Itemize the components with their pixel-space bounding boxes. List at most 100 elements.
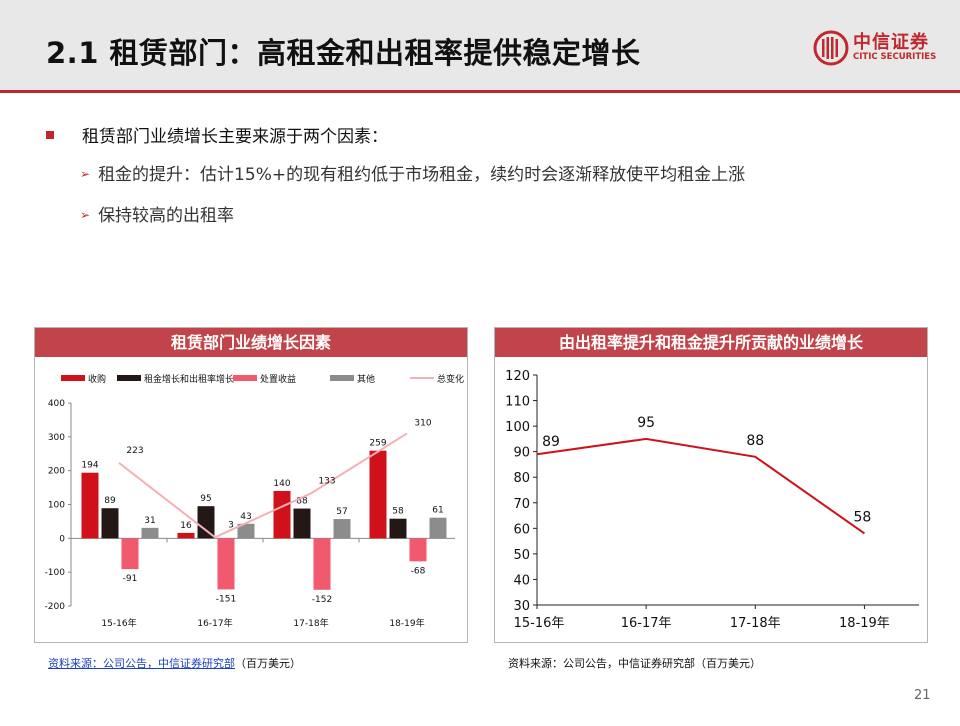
data-label: -68 [411, 566, 426, 576]
legend-swatch [61, 375, 85, 381]
data-label: -151 [216, 594, 236, 604]
bar [141, 527, 159, 539]
data-label: 259 [369, 439, 386, 449]
square-bullet-icon [46, 131, 54, 139]
series-line-total [118, 432, 408, 539]
data-label: 58 [854, 509, 872, 525]
x-tick-label: 15-16年 [514, 616, 565, 631]
left-source-link[interactable]: 资料来源：公司公告，中信证券研究部 [48, 657, 235, 670]
legend-label: 处置收益 [260, 373, 296, 385]
bar [369, 450, 387, 539]
y-tick-label: 70 [513, 497, 530, 512]
bar [121, 538, 139, 570]
y-tick-label: 80 [513, 471, 530, 486]
data-label: 43 [240, 512, 251, 522]
company-logo: 中信证券 CITIC SECURITIES [813, 30, 943, 70]
data-label: 194 [81, 461, 98, 471]
left-source-note: 资料来源：公司公告，中信证券研究部（百万美元） [48, 655, 301, 671]
header-divider [0, 90, 960, 93]
y-tick-label: 100 [505, 420, 530, 435]
right-chart-title: 由出租率提升和租金提升所贡献的业绩增长 [495, 328, 927, 357]
sub-bullet-text: 保持较高的出租率 [98, 206, 235, 226]
line-data-label: 133 [318, 476, 335, 486]
bar-chart: 收购 租金增长和出租率增长 处置收益 其他 总变化 400 300 200 100 0 -100 -2… [45, 373, 464, 629]
page-number: 21 [914, 688, 931, 703]
bar [197, 506, 215, 539]
bar [177, 532, 195, 539]
data-label: 58 [392, 507, 404, 517]
sub-bullet-2: ➢ 保持较高的出租率 [80, 201, 234, 226]
data-label: 31 [144, 516, 155, 526]
arrow-bullet-icon: ➢ [80, 167, 91, 181]
data-label: 89 [104, 496, 116, 506]
x-tick-label: 16-17年 [621, 616, 672, 631]
main-bullet: 租赁部门业绩增长主要来源于两个因素： [46, 122, 388, 147]
data-label: 140 [273, 479, 290, 489]
right-source-note: 资料来源：公司公告，中信证券研究部（百万美元） [508, 657, 761, 670]
bar [429, 517, 447, 539]
legend-label: 收购 [88, 373, 106, 385]
bar [333, 519, 351, 539]
left-chart-panel: 租赁部门业绩增长因素 收购 租金增长和出租率增长 处置收益 其他 总变化 400 300 20… [34, 327, 468, 643]
bar [389, 518, 407, 539]
y-tick-label: 400 [48, 399, 65, 409]
legend-swatch [330, 375, 354, 381]
y-tick-label: 110 [505, 395, 530, 410]
data-label: 61 [432, 506, 443, 516]
main-bullet-text: 租赁部门业绩增长主要来源于两个因素： [82, 127, 388, 147]
bar [81, 472, 99, 539]
x-tick-label: 16-17年 [197, 617, 232, 629]
data-label: 16 [180, 521, 192, 531]
left-source-suffix: （百万美元） [235, 657, 301, 670]
data-label: 88 [746, 433, 764, 449]
y-tick-label: 0 [59, 534, 65, 544]
bar [237, 523, 255, 539]
x-tick-label: 18-19年 [839, 616, 890, 631]
page-title: 2.1 租赁部门：高租金和出租率提供稳定增长 [46, 36, 641, 70]
legend-swatch [117, 375, 141, 381]
x-tick-label: 18-19年 [389, 617, 424, 629]
sub-bullet-1: ➢ 租金的提升：估计15%+的现有租约低于市场租金，续约时会逐渐释放使平均租金上涨 [80, 160, 745, 185]
y-tick-label: 50 [513, 548, 530, 563]
line-data-label: 3 [228, 520, 234, 530]
left-chart-title: 租赁部门业绩增长因素 [35, 328, 467, 357]
x-tick-label: 17-18年 [293, 617, 328, 629]
arrow-bullet-icon: ➢ [80, 208, 91, 222]
right-chart-panel: 由出租率提升和租金提升所贡献的业绩增长 120 110 100 90 80 70 60 50 4… [494, 327, 928, 643]
bar [409, 538, 427, 562]
x-tick-label: 15-16年 [101, 617, 136, 629]
line-data-label: 310 [414, 418, 431, 428]
y-tick-label: 100 [48, 501, 65, 511]
bar [293, 508, 311, 539]
y-tick-label: 120 [505, 369, 530, 384]
bar [217, 538, 235, 590]
legend-swatch [233, 375, 257, 381]
data-label: -152 [312, 595, 332, 605]
y-tick-label: 40 [513, 573, 530, 588]
logo-subtitle: CITIC SECURITIES [853, 52, 937, 62]
data-label: 89 [542, 434, 560, 450]
logo-name: 中信证券 [853, 32, 929, 53]
y-tick-label: -100 [45, 568, 66, 578]
y-tick-label: 90 [513, 446, 530, 461]
series-line [536, 437, 866, 535]
data-label: 88 [296, 497, 308, 507]
y-tick-label: -200 [45, 602, 66, 612]
legend-label: 总变化 [437, 373, 464, 385]
y-tick-label: 30 [513, 599, 530, 614]
data-label: 57 [336, 507, 347, 517]
sub-bullet-text: 租金的提升：估计15%+的现有租约低于市场租金，续约时会逐渐释放使平均租金上涨 [98, 165, 746, 185]
x-tick-label: 17-18年 [730, 616, 781, 631]
y-tick-label: 300 [48, 433, 65, 443]
data-label: -91 [123, 574, 138, 584]
legend-label: 租金增长和出租率增长 [144, 373, 234, 385]
data-label: 95 [200, 494, 211, 504]
bar [273, 490, 291, 539]
line-chart: 120 110 100 90 80 70 60 50 40 30 15-16年 16-17年 17-18… [505, 369, 919, 631]
line-data-label: 223 [126, 446, 143, 456]
header-bar [0, 0, 960, 90]
bar [101, 508, 119, 539]
citic-logo-icon [813, 30, 849, 66]
y-tick-label: 200 [48, 467, 65, 477]
legend-label: 其他 [357, 373, 375, 385]
